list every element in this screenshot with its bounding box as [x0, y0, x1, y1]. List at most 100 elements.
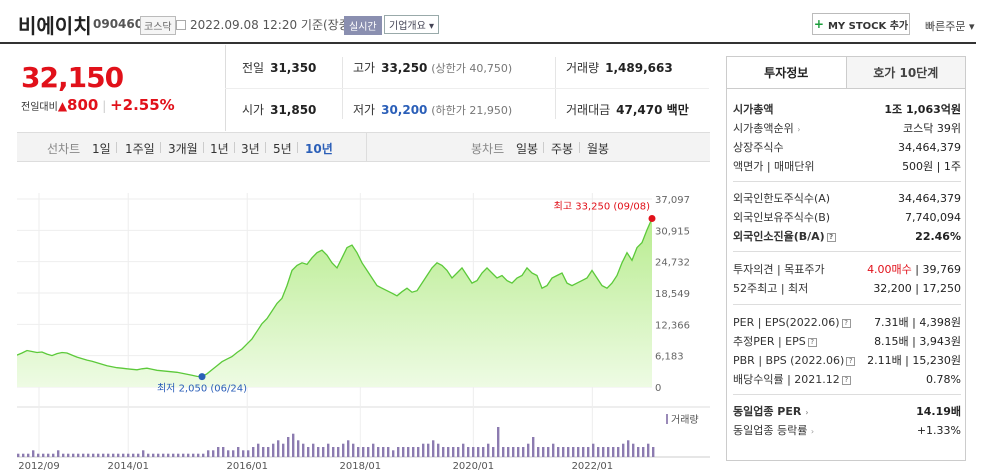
quick-order-button[interactable]: 빠른주문 ▾: [925, 20, 975, 33]
datetime-text: 2022.09.08 12:20 기준(장중): [190, 18, 355, 32]
volume-bar: [237, 447, 240, 457]
current-price: 32,150: [21, 61, 124, 94]
volume-bar: [352, 443, 355, 457]
volume-legend-label: 거래량: [671, 414, 699, 426]
price-chart[interactable]: 37,097 30,915 24,732 18,549 12,366 6,183 0 2012…: [17, 163, 710, 475]
volume-bar: [287, 437, 290, 457]
volume-bar: [267, 447, 270, 457]
volume-bar: [432, 440, 435, 457]
mystock-add-button[interactable]: + MY STOCK 추가: [812, 13, 910, 35]
volume-bar: [347, 440, 350, 457]
volume-legend-swatch: [666, 414, 668, 424]
volume-bar: [522, 447, 525, 457]
realtime-badge[interactable]: 실시간: [344, 16, 382, 35]
volume-bar: [607, 447, 610, 457]
volume-bar: [602, 447, 605, 457]
volume-bar: [132, 453, 135, 457]
volume-bar: [437, 443, 440, 457]
volume-bar: [442, 447, 445, 457]
investment-panel: 투자정보 호가 10단계 시가총액 1조 1,063억원 시가총액순위 › 코스닥 …: [726, 56, 966, 461]
help-icon[interactable]: ?: [826, 233, 836, 242]
volume-bar: [617, 447, 620, 457]
tab-1year[interactable]: 1년: [210, 142, 229, 156]
tab-5year[interactable]: 5년: [273, 142, 292, 156]
quote-high: 고가 33,250 (상한가 40,750): [353, 61, 513, 75]
divider: [733, 304, 961, 305]
volume-bar: [567, 447, 570, 457]
volume-bar: [142, 450, 145, 457]
divider: [225, 88, 709, 89]
volume-bar: [232, 450, 235, 457]
volume-bar: [262, 447, 265, 457]
price-line: [17, 218, 653, 378]
stock-header: 비에이치 090460 코스닥 2022.09.08 12:20 기준(장중) …: [0, 0, 976, 44]
volume-bar: [152, 453, 155, 457]
help-icon[interactable]: ?: [846, 356, 856, 366]
volume-bar: [492, 447, 495, 457]
volume-bar: [242, 450, 245, 457]
volume-bar: [527, 443, 530, 457]
volume-bar: [172, 453, 175, 457]
price-box: 32,150 전일대비▲800 | +2.55%: [17, 56, 224, 132]
quote-grid: 전일 31,350 고가 33,250 (상한가 40,750) 거래량 1,489,…: [225, 45, 709, 131]
tab-monthly-candle[interactable]: 월봉: [587, 142, 610, 156]
help-icon[interactable]: ?: [807, 338, 817, 347]
volume-bar: [622, 443, 625, 457]
volume-bar: [457, 447, 460, 457]
price-change: 전일대비▲800 | +2.55%: [21, 96, 175, 114]
volume-bar: [532, 437, 535, 457]
volume-bar: [597, 447, 600, 457]
volume-bar: [447, 447, 450, 457]
quote-prev: 전일 31,350: [242, 61, 317, 75]
calendar-icon: [176, 20, 186, 30]
max-label: 최고 33,250 (09/08): [554, 200, 650, 212]
stock-name: 비에이치: [18, 14, 92, 38]
panel-tabs: 투자정보 호가 10단계: [727, 57, 965, 89]
tab-weekly-candle[interactable]: 주봉: [551, 142, 574, 156]
volume-bar: [67, 453, 70, 457]
stat-row-market-cap: 시가총액 1조 1,063억원: [733, 103, 961, 116]
volume-bar: [632, 443, 635, 457]
tab-10year[interactable]: 10년: [305, 142, 333, 156]
stat-row-foreign-holding: 외국인보유주식수(B) 7,740,094: [733, 210, 961, 225]
chart-tabs: 선차트 1일 1주일 3개월 1년 3년 5년 10년 봉차트 일봉 주봉 월봉: [17, 132, 710, 162]
volume-bar: [637, 447, 640, 457]
tab-investment-info[interactable]: 투자정보: [727, 57, 846, 88]
volume-bar: [97, 453, 100, 457]
company-info-dropdown[interactable]: 기업개요 ▾: [384, 15, 439, 34]
volume-bar: [362, 447, 365, 457]
stat-row-market-cap-rank: 시가총액순위 › 코스닥 39위: [733, 122, 961, 135]
volume-bar: [87, 453, 90, 457]
help-icon[interactable]: ?: [841, 318, 851, 328]
tab-daily-candle[interactable]: 일봉: [516, 142, 539, 156]
tab-order-book[interactable]: 호가 10단계: [845, 57, 965, 88]
volume-bar: [512, 447, 515, 457]
volume-bar: [572, 447, 575, 457]
stat-row-opinion: 투자의견 | 목표주가 4.00매수 | 39,769: [733, 263, 961, 276]
volume-bar: [167, 453, 170, 457]
volume-bar: [127, 453, 130, 457]
tab-3month[interactable]: 3개월: [168, 142, 198, 156]
divider: [160, 142, 161, 153]
divider: [733, 394, 961, 395]
volume-bar: [377, 447, 380, 457]
volume-bar: [72, 453, 75, 457]
volume-bar: [182, 453, 185, 457]
stat-row-sector-change: 동일업종 등락률 › +1.33%: [733, 423, 961, 438]
tab-3year[interactable]: 3년: [241, 142, 260, 156]
volume-bar: [337, 447, 340, 457]
divider: [733, 251, 961, 252]
help-icon[interactable]: ?: [841, 376, 851, 385]
line-chart-label: 선차트: [47, 142, 81, 156]
mystock-label: MY STOCK 추가: [827, 20, 909, 32]
quote-open: 시가 31,850: [242, 103, 317, 117]
volume-bar: [212, 450, 215, 457]
stat-row-52week: 52주최고 | 최저 32,200 | 17,250: [733, 281, 961, 296]
volume-bar: [202, 453, 205, 457]
volume-bar: [217, 447, 220, 457]
volume-bar: [367, 447, 370, 457]
tab-1week[interactable]: 1주일: [125, 142, 155, 156]
tab-1day[interactable]: 1일: [92, 142, 111, 156]
volume-bar: [307, 447, 310, 457]
volume-bar: [177, 453, 180, 457]
